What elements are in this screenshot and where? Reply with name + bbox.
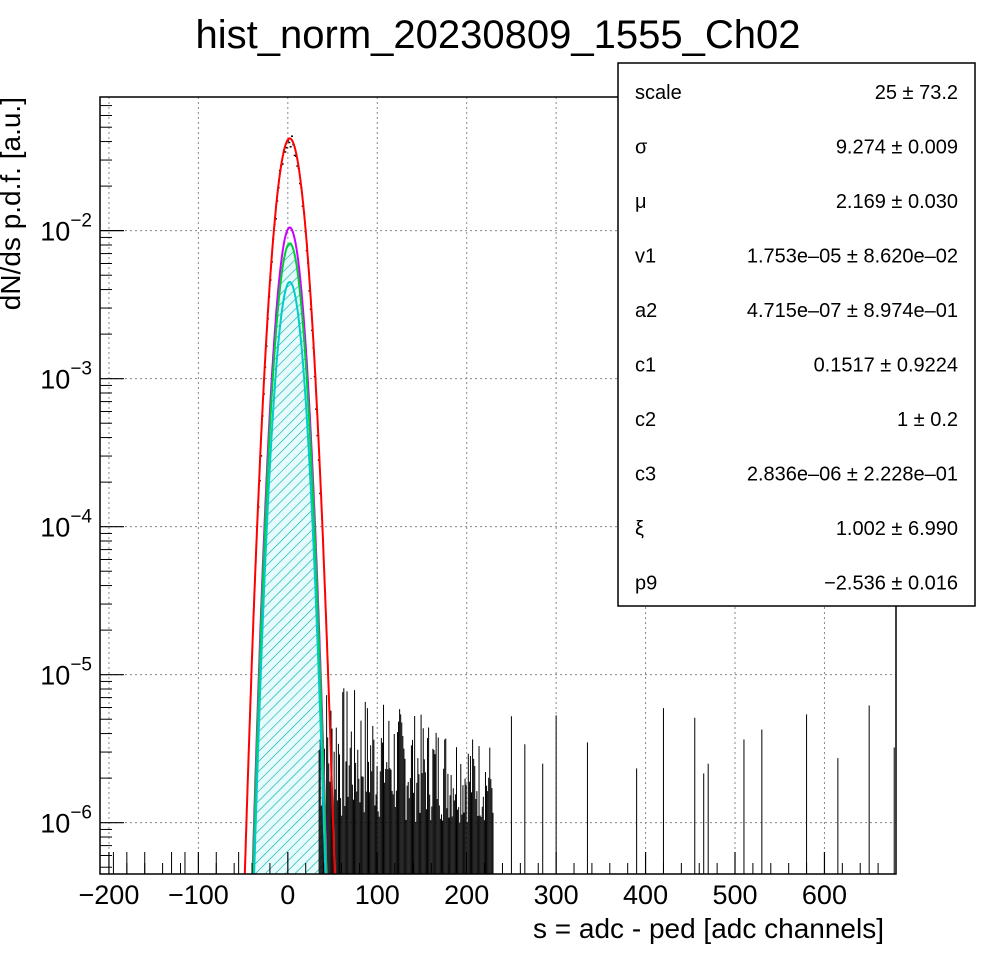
stat-value: 1.002 ± 6.990 [836, 518, 958, 540]
stat-name: σ [635, 137, 648, 159]
y-tick-label: 10−3 [40, 359, 92, 395]
x-axis-label: s = adc - ped [adc channels] [533, 913, 884, 944]
fit-component-curve [252, 242, 328, 874]
y-tick-label: 10−2 [40, 211, 92, 247]
x-tick-label: 500 [712, 880, 757, 910]
x-tick-label: 0 [280, 880, 295, 910]
stat-value: 9.274 ± 0.009 [836, 137, 958, 159]
stat-value: 2.836e–06 ± 2.228e–01 [747, 464, 958, 486]
x-tick-label: 100 [355, 880, 400, 910]
stat-name: c2 [635, 409, 656, 431]
stat-name: c3 [635, 464, 656, 486]
stat-value: 4.715e–07 ± 8.974e–01 [747, 300, 958, 322]
stat-name: scale [635, 82, 682, 104]
stat-name: μ [635, 191, 647, 213]
stat-name: v1 [635, 246, 656, 268]
stat-name: p9 [635, 573, 657, 595]
x-axis-ticks: −200 −100 0 100 200 300 400 500 600 [79, 852, 879, 910]
y-tick-label: 10−5 [40, 655, 92, 691]
x-tick-label: 300 [534, 880, 579, 910]
stat-value: 25 ± 73.2 [875, 82, 958, 104]
y-tick-label: 10−6 [40, 803, 92, 839]
stat-value: 0.1517 ± 0.9224 [814, 355, 958, 377]
y-tick-label: 10−4 [40, 507, 92, 543]
stat-name: c1 [635, 355, 656, 377]
total-fit-curve [243, 137, 336, 874]
stat-value: 1.753e–05 ± 8.620e–02 [747, 246, 958, 268]
stat-value: 2.169 ± 0.030 [836, 191, 958, 213]
stats-box-frame [617, 62, 976, 607]
chart-title: hist_norm_20230809_1555_Ch02 [196, 13, 801, 57]
stat-value: −2.536 ± 0.016 [824, 573, 958, 595]
x-tick-label: 600 [802, 880, 847, 910]
stat-name: a2 [635, 300, 657, 322]
x-tick-label: 200 [444, 880, 489, 910]
x-tick-label: −100 [168, 880, 229, 910]
stat-name: ξ [635, 518, 644, 540]
x-tick-label: −200 [79, 880, 140, 910]
y-axis-ticks: 10−6 10−5 10−4 10−3 10−2 [40, 96, 124, 868]
y-axis-label: dN/ds p.d.f. [a.u.] [0, 97, 26, 310]
x-tick-label: 400 [623, 880, 668, 910]
fit-component-curve [253, 280, 327, 874]
stat-value: 1 ± 0.2 [897, 409, 958, 431]
fit-stats-box: scale 25 ± 73.2 σ 9.274 ± 0.009 μ 2.169 ± 0.0… [617, 62, 976, 607]
